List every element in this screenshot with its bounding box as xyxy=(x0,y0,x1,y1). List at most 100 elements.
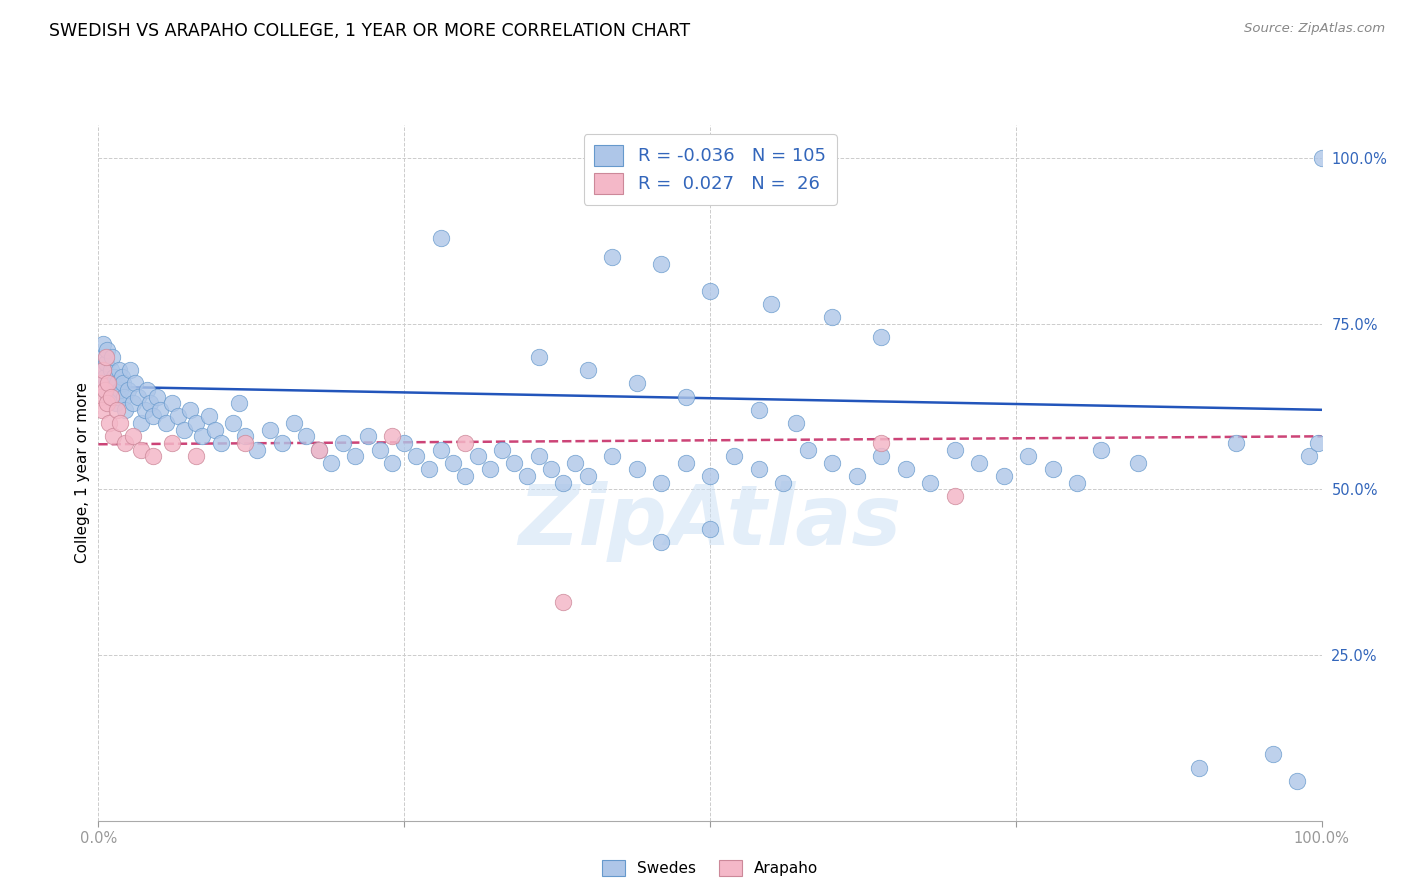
Point xyxy=(405,449,427,463)
Point xyxy=(491,442,513,457)
Point xyxy=(96,343,118,358)
Point xyxy=(993,469,1015,483)
Point xyxy=(319,456,342,470)
Point xyxy=(553,475,575,490)
Point xyxy=(821,310,844,324)
Point xyxy=(179,402,201,417)
Point xyxy=(943,489,966,503)
Point xyxy=(94,356,117,370)
Point xyxy=(650,257,672,271)
Point xyxy=(845,469,868,483)
Point xyxy=(93,369,115,384)
Point xyxy=(91,336,114,351)
Point xyxy=(626,462,648,476)
Point xyxy=(870,436,893,450)
Point xyxy=(94,350,117,364)
Point xyxy=(127,390,149,404)
Point xyxy=(295,429,318,443)
Point xyxy=(89,376,111,391)
Point xyxy=(149,402,172,417)
Point xyxy=(142,409,165,424)
Point xyxy=(204,423,226,437)
Point xyxy=(103,369,125,384)
Point xyxy=(368,442,391,457)
Point xyxy=(699,469,721,483)
Point xyxy=(821,456,844,470)
Point xyxy=(167,409,190,424)
Point xyxy=(441,456,464,470)
Point xyxy=(430,230,453,244)
Point xyxy=(90,350,112,364)
Point xyxy=(308,442,330,457)
Point xyxy=(97,376,120,391)
Point xyxy=(101,350,124,364)
Point xyxy=(515,469,537,483)
Point xyxy=(1225,436,1247,450)
Point xyxy=(121,429,143,443)
Point xyxy=(246,442,269,457)
Point xyxy=(454,469,477,483)
Point xyxy=(197,409,219,424)
Point xyxy=(96,396,118,410)
Point xyxy=(228,396,250,410)
Point xyxy=(97,390,120,404)
Point xyxy=(114,402,136,417)
Point xyxy=(600,449,623,463)
Point xyxy=(418,462,440,476)
Point xyxy=(308,442,330,457)
Point xyxy=(785,416,807,430)
Point xyxy=(105,402,128,417)
Point xyxy=(259,423,281,437)
Point xyxy=(100,390,122,404)
Text: ZipAtlas: ZipAtlas xyxy=(519,481,901,562)
Point xyxy=(870,449,893,463)
Point xyxy=(129,416,152,430)
Point xyxy=(920,475,942,490)
Point xyxy=(98,376,121,391)
Point xyxy=(160,436,183,450)
Point xyxy=(100,363,122,377)
Point xyxy=(105,376,128,391)
Point xyxy=(1261,747,1284,762)
Point xyxy=(430,442,453,457)
Point xyxy=(104,396,127,410)
Point xyxy=(89,376,111,391)
Point xyxy=(626,376,648,391)
Point xyxy=(797,442,820,457)
Point xyxy=(1090,442,1112,457)
Point xyxy=(121,396,143,410)
Point xyxy=(120,363,142,377)
Point xyxy=(527,449,550,463)
Point xyxy=(160,396,183,410)
Point xyxy=(723,449,745,463)
Point xyxy=(191,429,214,443)
Point xyxy=(600,251,623,265)
Point xyxy=(222,416,245,430)
Point xyxy=(675,456,697,470)
Point xyxy=(503,456,526,470)
Point xyxy=(772,475,794,490)
Point xyxy=(146,390,169,404)
Point xyxy=(576,363,599,377)
Point xyxy=(675,390,697,404)
Point xyxy=(540,462,562,476)
Point xyxy=(111,376,134,391)
Point xyxy=(761,297,783,311)
Point xyxy=(576,469,599,483)
Point xyxy=(1306,436,1329,450)
Point xyxy=(467,449,489,463)
Point xyxy=(155,416,177,430)
Point xyxy=(101,383,124,397)
Point xyxy=(110,416,132,430)
Legend: Swedes, Arapaho: Swedes, Arapaho xyxy=(596,854,824,882)
Point xyxy=(117,383,139,397)
Point xyxy=(392,436,416,450)
Point xyxy=(91,363,114,377)
Point xyxy=(107,390,129,404)
Point xyxy=(186,416,208,430)
Point xyxy=(478,462,501,476)
Y-axis label: College, 1 year or more: College, 1 year or more xyxy=(75,383,90,563)
Point xyxy=(748,402,770,417)
Point xyxy=(1066,475,1088,490)
Point xyxy=(90,390,112,404)
